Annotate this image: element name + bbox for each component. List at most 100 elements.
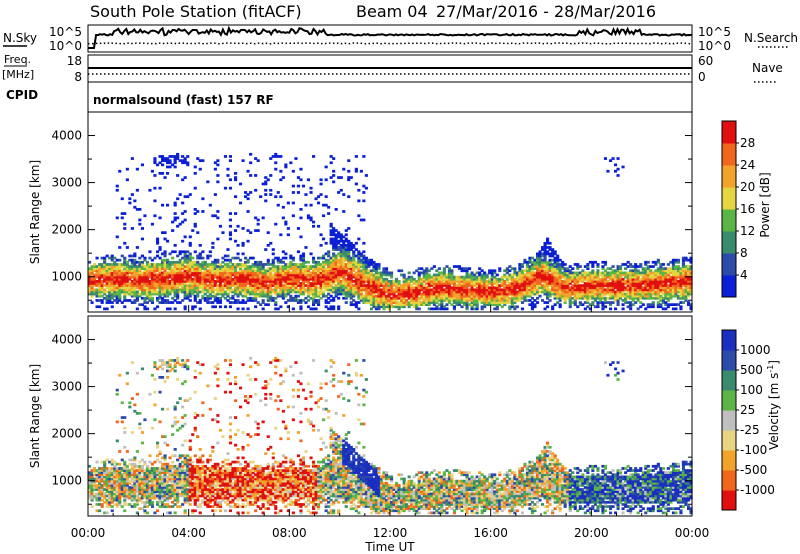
power-cell bbox=[578, 303, 582, 307]
power-cell bbox=[611, 277, 615, 281]
power-cell bbox=[148, 269, 152, 273]
power-cell bbox=[176, 294, 180, 298]
power-cell bbox=[236, 273, 240, 277]
power-cell bbox=[266, 288, 270, 292]
power-cell bbox=[528, 265, 532, 268]
power-cell bbox=[432, 301, 436, 304]
power-cell bbox=[279, 277, 283, 281]
power-cell bbox=[317, 265, 321, 268]
power-cell bbox=[284, 256, 288, 260]
power-cell bbox=[254, 188, 258, 192]
power-cell bbox=[183, 260, 187, 264]
power-cell bbox=[115, 188, 119, 192]
power-cell bbox=[228, 282, 233, 285]
power-cell bbox=[158, 288, 162, 292]
power-cell bbox=[561, 294, 565, 298]
power-cell bbox=[551, 275, 555, 279]
power-cell bbox=[470, 290, 474, 294]
power-cell bbox=[234, 195, 238, 199]
power-cell bbox=[634, 284, 638, 287]
velocity-cell bbox=[93, 486, 97, 489]
power-cell bbox=[181, 275, 185, 279]
power-cell bbox=[596, 288, 600, 292]
power-cell bbox=[249, 231, 253, 235]
power-cell bbox=[603, 305, 608, 309]
power-cell bbox=[603, 288, 608, 292]
power-cell bbox=[538, 294, 542, 298]
power-cell bbox=[435, 292, 439, 296]
power-cell bbox=[150, 222, 155, 226]
power-cell bbox=[103, 263, 107, 266]
power-cell bbox=[495, 288, 499, 292]
power-cell bbox=[417, 277, 421, 281]
power-cell bbox=[475, 288, 479, 292]
power-cell bbox=[536, 258, 540, 262]
power-cell bbox=[427, 275, 431, 279]
power-cell bbox=[281, 273, 285, 277]
power-cell bbox=[284, 252, 288, 256]
power-cell bbox=[405, 286, 409, 290]
power-cell bbox=[286, 284, 290, 287]
power-cell bbox=[337, 275, 341, 279]
power-cell bbox=[478, 284, 482, 287]
power-cell bbox=[417, 307, 421, 311]
power-cell bbox=[614, 292, 618, 296]
power-cell bbox=[317, 260, 321, 264]
power-cell bbox=[342, 258, 346, 262]
power-cell bbox=[234, 239, 238, 243]
power-cell bbox=[445, 280, 449, 283]
power-cell bbox=[312, 307, 316, 311]
velocity-cell bbox=[113, 475, 117, 479]
power-cell bbox=[178, 267, 182, 271]
power-cell bbox=[299, 307, 303, 311]
power-cell bbox=[183, 218, 187, 222]
power-cell bbox=[362, 273, 366, 277]
power-cell bbox=[211, 269, 215, 273]
power-cell bbox=[397, 269, 401, 273]
power-cell bbox=[296, 227, 301, 230]
power-cell bbox=[558, 265, 562, 268]
power-cell bbox=[455, 301, 459, 304]
velocity-cell bbox=[90, 484, 94, 487]
power-cell bbox=[115, 216, 119, 220]
power-cell bbox=[626, 273, 630, 277]
power-cell bbox=[246, 265, 250, 268]
power-cell bbox=[624, 267, 628, 271]
power-cell bbox=[508, 292, 512, 296]
power-cell bbox=[299, 216, 303, 220]
power-cell bbox=[629, 273, 633, 277]
power-cell bbox=[392, 282, 396, 285]
power-cell bbox=[455, 296, 459, 300]
power-cell bbox=[377, 286, 381, 290]
power-cell bbox=[163, 301, 167, 304]
power-cell bbox=[324, 271, 328, 275]
power-cell bbox=[130, 290, 134, 294]
power-cell bbox=[553, 288, 557, 292]
velocity-cell bbox=[93, 496, 97, 500]
power-cell bbox=[309, 216, 313, 220]
power-cell bbox=[452, 305, 457, 309]
power-cell bbox=[153, 159, 157, 163]
power-cell bbox=[103, 275, 107, 279]
power-cell bbox=[166, 258, 170, 262]
power-cell bbox=[327, 254, 331, 258]
power-cell bbox=[576, 305, 580, 309]
power-cell bbox=[153, 307, 157, 311]
power-cell bbox=[135, 260, 139, 264]
power-cell bbox=[108, 292, 112, 296]
power-cell bbox=[664, 294, 668, 298]
power-cell bbox=[158, 216, 162, 220]
power-cell bbox=[329, 280, 333, 283]
power-cell bbox=[518, 299, 522, 302]
power-cell bbox=[593, 292, 598, 296]
power-cell bbox=[153, 265, 157, 268]
power-cell bbox=[312, 290, 316, 294]
power-cell bbox=[666, 288, 670, 292]
power-cell bbox=[339, 258, 343, 262]
power-cell bbox=[593, 273, 598, 277]
power-cell bbox=[236, 299, 240, 302]
power-cell bbox=[153, 290, 157, 294]
power-cell bbox=[669, 284, 673, 287]
power-cell bbox=[327, 275, 331, 279]
power-cell bbox=[556, 260, 560, 264]
